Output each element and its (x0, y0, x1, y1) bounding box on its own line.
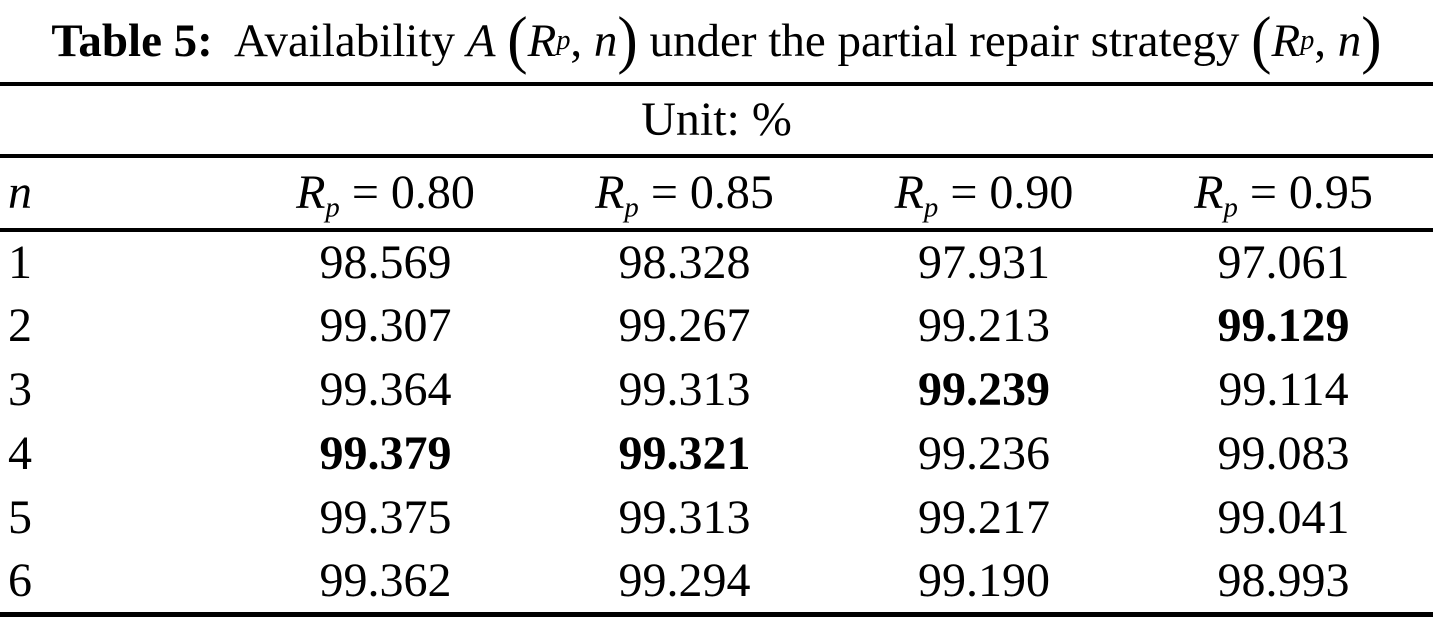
availability-value: 99.313 (535, 486, 834, 550)
header-part: p (1223, 192, 1237, 224)
caption-part: , (1314, 18, 1338, 65)
availability-value: 99.362 (236, 550, 535, 614)
table-caption: Table 5:Availability A (Rp, n) under the… (0, 0, 1433, 82)
table-row: 499.37999.32199.23699.083 (0, 422, 1433, 486)
availability-value: 99.294 (535, 550, 834, 614)
header-part: n (8, 166, 32, 219)
availability-value: 98.569 (236, 230, 535, 294)
availability-value: 99.114 (1134, 358, 1433, 422)
col-header-rp-0.85: Rp = 0.85 (535, 156, 834, 230)
availability-value: 99.307 (236, 294, 535, 358)
availability-value: 98.993 (1134, 550, 1433, 614)
col-header-rp-0.90: Rp = 0.90 (834, 156, 1134, 230)
header-part: = 0.95 (1238, 166, 1373, 219)
caption-part: A (467, 18, 496, 65)
caption-part: , (570, 18, 594, 65)
availability-value: 99.041 (1134, 486, 1433, 550)
row-label-n: 5 (0, 486, 236, 550)
caption-part: Table 5: (51, 18, 213, 65)
row-label-n: 1 (0, 230, 236, 294)
availability-value: 99.313 (535, 358, 834, 422)
table-body: 198.56998.32897.93197.061299.30799.26799… (0, 230, 1433, 614)
header-part: R (1194, 166, 1223, 219)
availability-value: 99.190 (834, 550, 1134, 614)
table-row: 599.37599.31399.21799.041 (0, 486, 1433, 550)
header-part: p (325, 192, 339, 224)
availability-table: Unit: % nRp = 0.80Rp = 0.85Rp = 0.90Rp =… (0, 82, 1433, 617)
availability-value: 99.321 (535, 422, 834, 486)
caption-part: ) (1361, 9, 1381, 74)
availability-value: 99.236 (834, 422, 1134, 486)
row-label-n: 3 (0, 358, 236, 422)
header-part: = 0.85 (639, 166, 774, 219)
table-5-figure: Table 5:Availability A (Rp, n) under the… (0, 0, 1433, 629)
availability-value: 99.213 (834, 294, 1134, 358)
availability-value: 99.379 (236, 422, 535, 486)
row-label-n: 2 (0, 294, 236, 358)
header-part: R (296, 166, 325, 219)
availability-value: 99.083 (1134, 422, 1433, 486)
caption-part: ) (617, 9, 637, 74)
availability-value: 97.931 (834, 230, 1134, 294)
availability-value: 99.375 (236, 486, 535, 550)
header-part: p (624, 192, 638, 224)
caption-part: n (1338, 18, 1362, 65)
table-row: 399.36499.31399.23999.114 (0, 358, 1433, 422)
header-part: R (895, 166, 924, 219)
header-part: = 0.80 (340, 166, 475, 219)
col-header-rp-0.95: Rp = 0.95 (1134, 156, 1433, 230)
availability-value: 99.239 (834, 358, 1134, 422)
caption-part (495, 18, 507, 65)
caption-part: n (594, 18, 618, 65)
table-row: 299.30799.26799.21399.129 (0, 294, 1433, 358)
caption-part: Availability (234, 18, 467, 65)
caption-part: ( (507, 9, 527, 74)
caption-part: under the partial repair strategy (638, 18, 1251, 65)
unit-row: Unit: % (0, 84, 1433, 156)
caption-part: R (528, 18, 557, 65)
header-part: p (924, 192, 938, 224)
row-label-n: 4 (0, 422, 236, 486)
availability-value: 99.129 (1134, 294, 1433, 358)
availability-value: 98.328 (535, 230, 834, 294)
header-part: = 0.90 (938, 166, 1073, 219)
availability-value: 99.217 (834, 486, 1134, 550)
header-part: R (595, 166, 624, 219)
header-row: nRp = 0.80Rp = 0.85Rp = 0.90Rp = 0.95 (0, 156, 1433, 230)
caption-part: ( (1251, 9, 1271, 74)
row-label-n: 6 (0, 550, 236, 614)
unit-label: Unit: % (0, 84, 1433, 156)
availability-value: 97.061 (1134, 230, 1433, 294)
availability-value: 99.267 (535, 294, 834, 358)
col-header-rp-0.80: Rp = 0.80 (236, 156, 535, 230)
availability-value: 99.364 (236, 358, 535, 422)
table-row: 699.36299.29499.19098.993 (0, 550, 1433, 614)
caption-part: R (1271, 18, 1300, 65)
col-header-n: n (0, 156, 236, 230)
table-row: 198.56998.32897.93197.061 (0, 230, 1433, 294)
